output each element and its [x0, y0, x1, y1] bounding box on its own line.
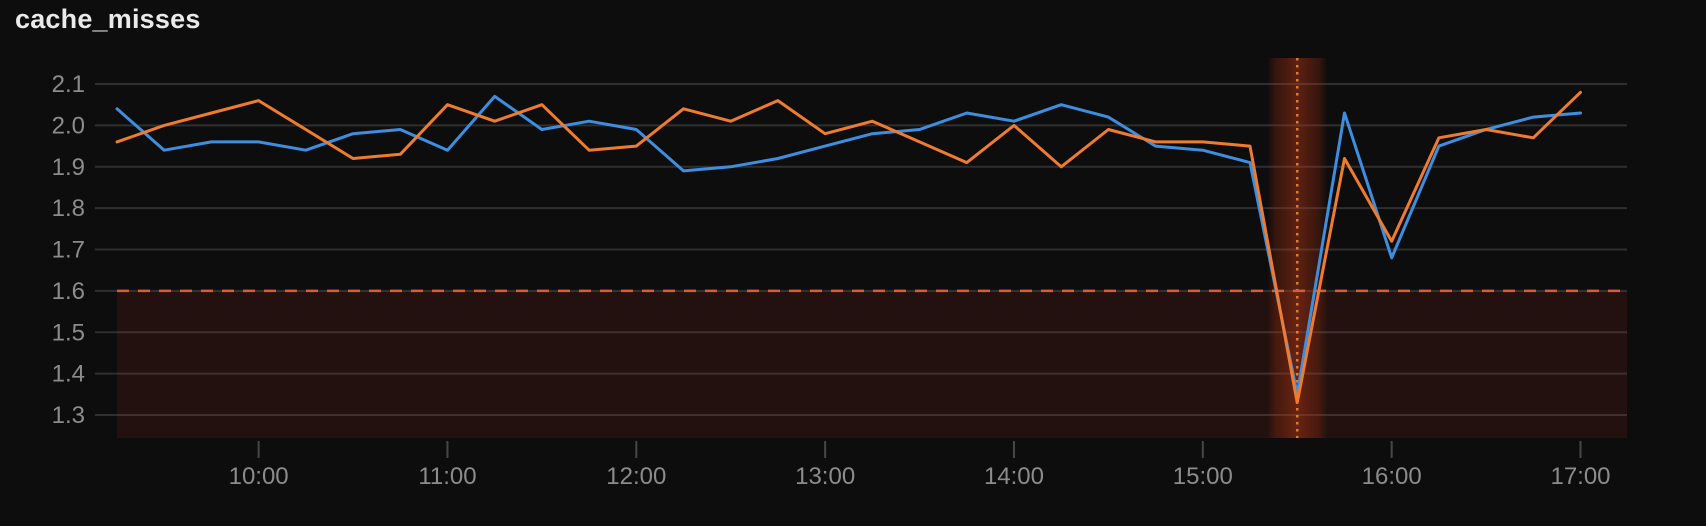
x-tick-label: 16:00 [1362, 463, 1422, 490]
y-tick-label: 1.9 [52, 154, 85, 181]
threshold-region [117, 290, 1627, 438]
x-tick-label: 13:00 [795, 463, 855, 490]
panel-title: cache_misses [15, 4, 201, 34]
y-tick-label: 1.5 [52, 319, 85, 346]
y-tick-label: 1.8 [52, 195, 85, 222]
x-tick-label: 17:00 [1550, 463, 1610, 490]
x-axis: 10:00 11:00 12:00 13:00 14:00 15:00 16:00 17:00 [229, 441, 1611, 490]
y-tick-label: 1.6 [52, 278, 85, 305]
x-tick-label: 14:00 [984, 463, 1044, 490]
y-tick-label: 1.4 [52, 361, 85, 388]
x-tick-label: 11:00 [418, 463, 476, 490]
y-tick-label: 2.0 [52, 112, 85, 139]
x-tick-label: 10:00 [229, 463, 289, 490]
series-blue-line [115, 94, 1582, 396]
y-axis: 2.1 2.0 1.9 1.8 1.7 1.6 1.5 1.4 1.3 [52, 71, 85, 429]
series-orange-line [115, 90, 1582, 405]
y-tick-label: 1.3 [52, 402, 85, 429]
x-tick-label: 15:00 [1173, 463, 1233, 490]
x-tick-label: 12:00 [606, 463, 666, 490]
y-tick-label: 1.7 [52, 237, 85, 264]
y-tick-label: 2.1 [52, 71, 85, 98]
